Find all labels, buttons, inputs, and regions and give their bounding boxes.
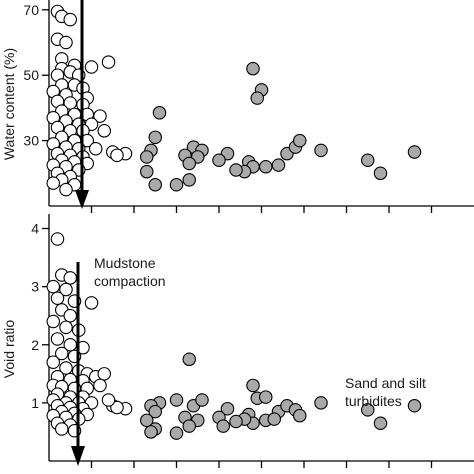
data-points xyxy=(46,4,422,197)
compaction-arrow xyxy=(71,262,85,466)
data-point-open xyxy=(63,96,78,110)
data-point-filled xyxy=(169,426,184,440)
y-axis-title: Water content (%) xyxy=(1,48,17,160)
data-point-filled xyxy=(246,61,260,76)
x-ticks xyxy=(90,461,433,468)
data-point-open xyxy=(101,55,116,69)
data-point-filled xyxy=(212,153,226,167)
data-point-filled xyxy=(182,156,197,171)
data-point-open xyxy=(59,182,73,197)
data-point-filled xyxy=(229,414,243,429)
data-point-filled xyxy=(258,390,273,404)
y-tick-label: 70 xyxy=(23,2,39,18)
data-point-open xyxy=(54,346,69,361)
data-point-open xyxy=(59,320,73,335)
y-tick-label: 50 xyxy=(23,67,39,83)
data-point-open xyxy=(59,282,73,297)
y-tick-label: 4 xyxy=(31,221,39,237)
y-tick-label: 1 xyxy=(31,395,39,411)
data-point-filled xyxy=(140,150,154,164)
data-point-filled xyxy=(314,396,328,410)
data-point-filled xyxy=(195,393,209,407)
data-point-filled xyxy=(152,106,167,120)
data-point-open xyxy=(97,367,112,381)
data-point-open xyxy=(110,400,124,415)
data-point-filled xyxy=(250,91,265,105)
data-point-open xyxy=(63,271,78,285)
data-point-open xyxy=(93,109,107,123)
y-tick-label: 2 xyxy=(31,337,39,353)
data-point-filled xyxy=(182,419,197,433)
data-point-open xyxy=(46,355,60,369)
data-point-filled xyxy=(140,164,154,179)
panel-void-ratio: 1 2 3 4 Void ratio Mudstone compaction Sand… xyxy=(1,214,474,468)
data-point-filled xyxy=(148,404,163,419)
data-point-open xyxy=(46,314,60,329)
data-point-filled xyxy=(360,403,375,417)
data-point-open xyxy=(59,361,73,375)
data-point-filled xyxy=(360,153,375,167)
y-ticks: 30 50 70 xyxy=(23,2,49,149)
data-point-filled xyxy=(169,393,184,407)
data-point-open xyxy=(59,35,73,50)
data-point-open xyxy=(89,142,103,156)
data-point-filled xyxy=(373,166,388,181)
data-point-open xyxy=(84,296,99,310)
data-point-open xyxy=(46,176,60,190)
data-point-filled xyxy=(314,143,328,158)
data-point-filled xyxy=(144,425,158,439)
data-point-open xyxy=(84,60,99,74)
data-point-open xyxy=(63,338,78,352)
data-point-filled xyxy=(292,133,307,148)
y-ticks: 1 2 3 4 xyxy=(31,221,49,411)
data-point-open xyxy=(93,378,107,393)
y-tick-label: 3 xyxy=(31,279,39,295)
data-point-filled xyxy=(182,173,197,187)
data-point-filled xyxy=(182,352,197,367)
annotation-sand-silt-turbidites: Sand and silt turbidites xyxy=(345,375,430,409)
data-point-open xyxy=(63,12,78,27)
data-point-filled xyxy=(407,399,422,413)
data-point-open xyxy=(50,291,65,306)
data-point-filled xyxy=(140,413,154,428)
data-point-open xyxy=(101,393,116,407)
y-axis-title: Void ratio xyxy=(1,320,17,379)
data-point-filled xyxy=(292,408,307,423)
data-point-filled xyxy=(148,177,163,192)
data-point-open xyxy=(63,308,78,323)
x-ticks xyxy=(90,206,433,213)
data-point-filled xyxy=(407,145,422,159)
compaction-arrow xyxy=(75,0,89,209)
data-point-filled xyxy=(229,163,243,177)
data-point-filled xyxy=(267,412,281,426)
data-point-open xyxy=(110,148,124,163)
data-point-filled xyxy=(169,177,184,192)
data-point-open xyxy=(50,332,65,346)
data-point-filled xyxy=(246,378,260,393)
data-point-open xyxy=(50,232,65,246)
data-point-open xyxy=(97,124,112,138)
data-point-filled xyxy=(216,419,231,433)
data-point-filled xyxy=(271,158,286,172)
panel-water-content: 30 50 70 Water content (%) xyxy=(1,0,474,213)
y-tick-label: 30 xyxy=(23,133,39,149)
data-point-open xyxy=(46,279,60,294)
data-point-filled xyxy=(220,401,235,416)
data-point-filled xyxy=(373,416,388,430)
annotation-mudstone-compaction: Mudstone compaction xyxy=(94,255,166,289)
data-point-open xyxy=(54,422,69,436)
data-point-filled xyxy=(258,160,273,174)
data-point-filled xyxy=(148,130,163,145)
